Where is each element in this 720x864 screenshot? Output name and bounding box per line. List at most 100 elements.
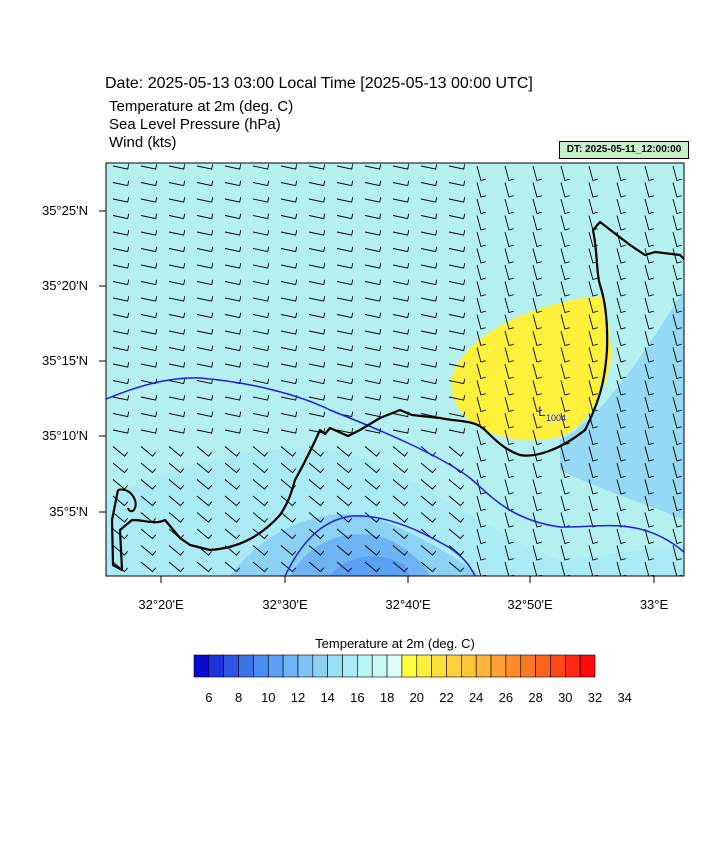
wind-barb — [532, 182, 542, 198]
wind-barb — [588, 446, 598, 462]
wind-barb — [560, 281, 570, 297]
wind-barb — [476, 281, 486, 297]
wind-barb — [224, 246, 242, 253]
isobar-1004 — [106, 377, 684, 553]
wind-barb — [112, 378, 130, 385]
wind-barb — [168, 164, 186, 170]
wind-barb — [532, 413, 542, 429]
wind-barb — [364, 395, 382, 401]
wind-barb — [140, 411, 158, 418]
wind-barb — [308, 446, 325, 457]
wind-barb — [588, 198, 598, 215]
wind-barb — [280, 180, 298, 187]
wind-barb — [252, 312, 270, 319]
wind-barb — [364, 296, 382, 302]
wind-barb — [280, 164, 298, 170]
wind-barb — [420, 362, 438, 368]
wind-barb — [560, 363, 570, 380]
wind-barb — [560, 215, 570, 231]
wind-barb — [560, 231, 570, 248]
wind-barb — [392, 561, 409, 573]
wind-barb — [112, 345, 130, 352]
wind-barb — [308, 263, 326, 269]
wind-barb — [504, 281, 514, 297]
colorbar-swatch — [282, 654, 299, 678]
colorbar-swatch — [253, 654, 269, 678]
variable-wind-label: Wind (kts) — [109, 134, 177, 151]
wind-barb — [280, 528, 297, 540]
wind-barb — [476, 462, 486, 479]
wind-barb — [140, 279, 158, 286]
wind-barb — [532, 231, 542, 248]
wind-barb — [252, 545, 269, 556]
wind-barb — [392, 263, 410, 269]
wind-barb — [196, 230, 214, 236]
wind-barb — [112, 213, 130, 220]
wind-barb — [308, 180, 326, 187]
wind-barb — [168, 230, 186, 236]
wind-barb — [616, 396, 626, 413]
wind-barb — [364, 345, 382, 352]
wind-barb — [252, 512, 269, 523]
wind-barb — [420, 512, 437, 523]
wind-barb — [336, 197, 354, 203]
wind-barb — [644, 512, 654, 528]
wind-barb — [616, 363, 626, 380]
wind-barb — [336, 345, 354, 352]
wind-barb — [112, 230, 130, 236]
wind-barb — [364, 528, 381, 540]
wind-barb — [392, 512, 409, 523]
wind-barb — [224, 164, 242, 170]
wind-barb — [392, 213, 410, 220]
wind-barb — [196, 428, 214, 434]
wind-barb — [280, 197, 298, 203]
wind-barb — [168, 362, 186, 368]
colorbar-tick-label: 22 — [439, 690, 454, 705]
wind-barb — [224, 528, 241, 540]
wind-barb — [224, 495, 241, 507]
wind-barb — [168, 395, 186, 401]
wind-barb — [560, 314, 570, 330]
wind-barb — [420, 279, 438, 286]
wind-barb — [169, 579, 184, 589]
wind-barb — [392, 378, 410, 385]
wind-barb — [364, 279, 382, 286]
wind-barb — [140, 180, 158, 187]
coastline-west-bay — [117, 488, 137, 513]
wind-barb — [336, 561, 353, 573]
wind-barb — [196, 528, 213, 540]
wind-barb — [477, 579, 486, 594]
wind-barb — [225, 579, 240, 589]
wind-barb — [196, 312, 214, 319]
wind-barb — [196, 495, 213, 507]
wind-barb — [532, 248, 542, 264]
wind-barb — [449, 579, 464, 589]
wind-barb — [140, 428, 158, 434]
wind-barb — [644, 363, 654, 380]
wind-barb — [504, 248, 514, 264]
wind-barb — [308, 561, 325, 573]
wind-barb — [420, 213, 438, 220]
wind-barb — [532, 264, 542, 281]
wind-barb — [196, 164, 214, 170]
wind-barb — [112, 329, 130, 335]
wind-barb — [588, 264, 598, 281]
wind-barb — [448, 213, 466, 220]
wind-barb — [336, 446, 353, 457]
wind-barb — [140, 213, 158, 220]
wind-barb — [420, 395, 438, 401]
wind-barb — [168, 345, 186, 352]
wind-barb — [532, 363, 542, 380]
isobar-1005 — [284, 515, 476, 576]
wind-barb — [281, 579, 296, 589]
wind-barb — [336, 479, 353, 490]
wind-barb — [140, 495, 157, 507]
wind-barb — [616, 495, 626, 512]
wind-barb — [504, 182, 514, 198]
wind-barb — [140, 345, 158, 352]
wind-barb — [420, 263, 438, 269]
wind-barb — [644, 281, 654, 297]
wind-barb — [336, 329, 354, 335]
wind-barb — [616, 330, 626, 347]
